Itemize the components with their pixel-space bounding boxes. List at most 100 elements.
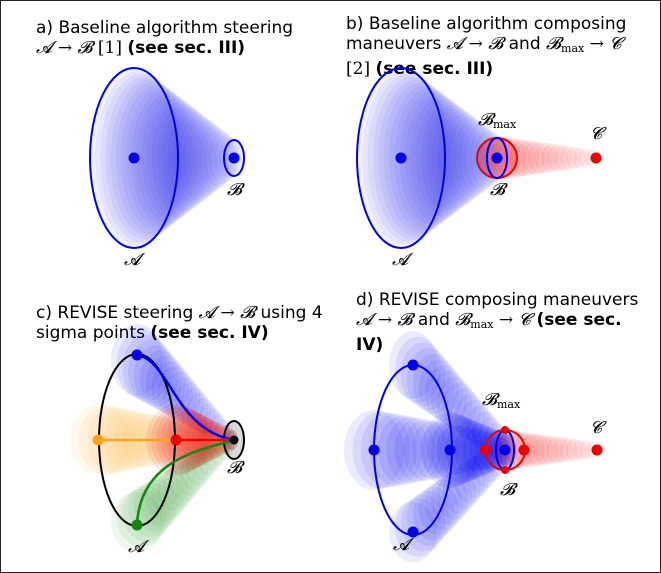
sigma-fan-blue <box>442 468 477 514</box>
panel-c-title-line1: c) REVISE steering 𝓐 → 𝓑 using 4 <box>36 303 336 323</box>
sigma-fan-blue <box>453 427 485 473</box>
sigma-fan-blue <box>191 398 216 434</box>
panel-b-diagram <box>356 67 602 249</box>
sigma-path-green <box>135 438 235 526</box>
sigma-fan-green <box>185 451 212 486</box>
ellipse-A-outline <box>356 67 446 249</box>
sigma-fan-blue <box>420 422 460 478</box>
covariance-fan-ellipse-red <box>528 142 554 174</box>
panel-d-title: d) REVISE composing maneuvers 𝓐 → 𝓑 and … <box>356 290 656 355</box>
covariance-fan-ellipse <box>394 87 464 229</box>
sigma-fan-red <box>579 440 592 460</box>
sigma-fan-blue <box>445 426 479 474</box>
panel-c-diagram <box>70 324 245 552</box>
sigma-fan-green <box>191 448 216 481</box>
mean-B-dot <box>229 435 239 445</box>
covariance-fan-ellipse <box>187 120 227 196</box>
mean-B-dot <box>499 444 511 456</box>
covariance-fan-ellipse <box>136 92 201 224</box>
panel-c-title-ref: (see sec. IV) <box>150 323 269 343</box>
sigma-fan-green <box>168 461 201 501</box>
panel-b-title-line1: b) Baseline algorithm composing <box>346 14 627 34</box>
covariance-fan-ellipse-red <box>515 140 545 176</box>
covariance-fan-ellipse <box>146 98 206 218</box>
covariance-fan-ellipse <box>126 87 196 229</box>
panel-b-label-Bmax: 𝓑max <box>478 110 516 131</box>
covariance-fan-ellipse-red <box>521 141 550 175</box>
sigma-fan-blue <box>431 414 483 486</box>
covariance-fan-ellipse-red <box>566 146 582 170</box>
sigma-fan-blue <box>185 392 212 432</box>
panel-b-title-line3: [2] (see sec. III) <box>346 59 651 79</box>
covariance-fan-ellipse-red <box>579 148 591 168</box>
covariance-fan-ellipse <box>110 79 189 237</box>
sigma-point-green <box>131 519 143 531</box>
sigma-point-orange <box>92 434 104 446</box>
sigma-fan-red <box>526 434 555 466</box>
sigma-fan-red <box>532 435 559 465</box>
sigma-fan-blue <box>449 420 493 480</box>
covariance-fan-ellipse <box>105 76 186 240</box>
sigma-fan-blue <box>466 452 495 493</box>
panel-b-label-Bmax-letter: 𝓑 <box>478 110 493 130</box>
covariance-fan-ellipse <box>463 124 499 192</box>
covariance-fan-ellipse-red <box>534 143 559 173</box>
mean-A-dot <box>128 152 140 164</box>
panel-d-title-line1: d) REVISE composing maneuvers <box>356 290 639 310</box>
covariance-fan-ellipse <box>405 93 469 223</box>
sigma-fan-blue <box>180 387 208 429</box>
sigma-fan-green <box>116 488 167 547</box>
sigma-fan-blue <box>448 464 481 509</box>
sigma-fan-blue <box>454 421 495 479</box>
covariance-fan-ellipse <box>421 102 477 214</box>
covariance-fan-ellipse <box>378 79 456 237</box>
panel-d-title-math2: 𝓑 <box>455 310 471 330</box>
covariance-fan-ellipse <box>198 126 232 190</box>
panel-d-label-Bmax-letter: 𝓑 <box>482 390 497 410</box>
sigma-fan-blue <box>436 471 473 520</box>
panel-d-title-line2: 𝓐 → 𝓑 and 𝓑max → 𝓒 (see sec. <box>356 310 656 335</box>
covariance-fan-ellipse-red <box>540 143 564 173</box>
sigma-fan-blue <box>445 418 490 482</box>
panel-d-title-and: and <box>412 310 456 330</box>
sigma-fan-blue <box>418 483 459 536</box>
covariance-fan-ellipse-red <box>502 139 536 177</box>
panel-b-title-and: and <box>503 34 547 54</box>
covariance-fan-ellipse <box>437 110 485 206</box>
covariance-fan-ellipse <box>115 81 191 235</box>
mean-B-dot <box>491 152 503 164</box>
sigma-fan-blue <box>454 393 486 440</box>
sigma-fan-green <box>197 445 220 476</box>
sigma-fan-blue <box>435 416 486 484</box>
covariance-fan-ellipse <box>399 90 467 226</box>
sigma-point-red-right <box>518 444 530 456</box>
panel-d-title-ref1: (see sec. <box>530 310 622 330</box>
covariance-fan-ellipse <box>167 109 217 207</box>
covariance-fan-ellipse <box>389 85 461 231</box>
covariance-fan-ellipse <box>131 90 199 226</box>
covariance-fan-ellipse <box>151 101 209 215</box>
sigma-fan-red <box>499 431 536 469</box>
sigma-fan-blue <box>462 428 492 472</box>
panel-a-title-math: 𝓐 → 𝓑 <box>36 38 93 58</box>
covariance-fan-ellipse <box>426 104 480 212</box>
panel-d-title-math1: 𝓐 → 𝓑 <box>356 310 413 330</box>
sigma-fan-red <box>552 437 573 463</box>
sigma-point-red <box>170 434 182 446</box>
panel-d-title-line3: IV) <box>356 335 384 355</box>
sigma-fan-blue <box>116 329 167 399</box>
covariance-fan-ellipse <box>447 116 491 200</box>
panel-a-title: a) Baseline algorithm steering 𝓐 → 𝓑 [1]… <box>36 18 316 58</box>
panel-d-label-Bmax-sub: max <box>497 398 521 411</box>
sigma-fan-green <box>203 442 223 471</box>
panel-c-title: c) REVISE steering 𝓐 → 𝓑 using 4 sigma p… <box>36 303 336 343</box>
sigma-fan-blue <box>418 359 459 418</box>
sigma-fan-blue <box>472 449 499 488</box>
sigma-fan-green <box>174 457 205 496</box>
sigma-fan-green <box>180 454 208 491</box>
panel-c-title-math: 𝓐 → 𝓑 <box>198 303 256 323</box>
covariance-fan-ellipse <box>410 96 472 220</box>
sigma-fan-blue <box>168 377 201 423</box>
